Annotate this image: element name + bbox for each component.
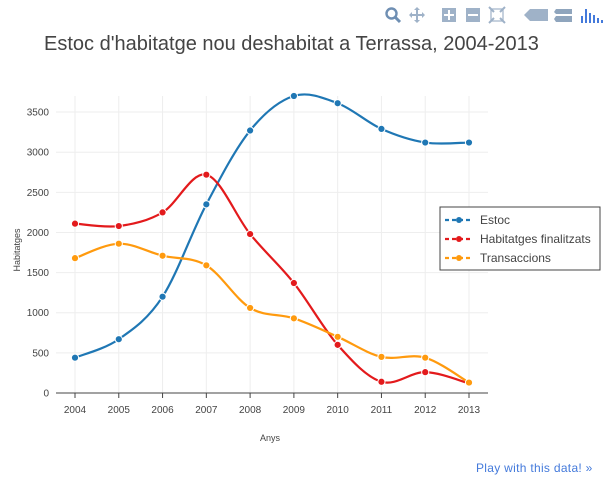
legend-marker xyxy=(456,217,462,223)
data-point[interactable] xyxy=(202,170,211,179)
data-point[interactable] xyxy=(114,335,123,344)
play-with-data-link[interactable]: Play with this data! » xyxy=(476,461,593,475)
data-point[interactable] xyxy=(114,239,123,248)
data-point[interactable] xyxy=(333,340,342,349)
legend[interactable]: Estoc Habitatges finalitzats Transaccions xyxy=(439,206,601,271)
y-tick-label: 3500 xyxy=(27,108,50,119)
data-point[interactable] xyxy=(158,208,167,217)
x-tick-label: 2009 xyxy=(283,405,306,416)
data-point[interactable] xyxy=(464,378,474,387)
data-point[interactable] xyxy=(202,261,211,270)
axes: 0 500 1000 1500 2000 2500 3000 3500 2004 2005 2006… xyxy=(27,108,488,416)
hover-compare-icon[interactable] xyxy=(552,6,574,24)
zoom-icon[interactable] xyxy=(384,6,402,24)
y-tick-label: 1500 xyxy=(27,268,50,279)
data-point[interactable] xyxy=(377,124,386,134)
data-point[interactable] xyxy=(70,254,80,263)
x-tick-label: 2006 xyxy=(151,405,174,416)
data-point[interactable] xyxy=(158,292,167,301)
data-point[interactable] xyxy=(377,352,386,361)
autoscale-icon[interactable] xyxy=(488,6,506,24)
y-tick-label: 0 xyxy=(43,389,49,400)
x-tick-label: 2007 xyxy=(195,405,218,416)
x-tick-label: 2005 xyxy=(108,405,131,416)
y-tick-label: 2500 xyxy=(27,188,50,199)
data-point[interactable] xyxy=(202,200,211,209)
series-transaccions xyxy=(70,239,474,387)
data-point[interactable] xyxy=(246,126,255,135)
x-tick-label: 2008 xyxy=(239,405,262,416)
series-line xyxy=(74,242,470,384)
legend-item[interactable]: Habitatges finalitzats xyxy=(445,232,591,246)
legend-marker xyxy=(456,255,462,261)
x-tick-label: 2010 xyxy=(327,405,350,416)
y-tick-label: 2000 xyxy=(27,228,50,239)
zoom-out-icon[interactable] xyxy=(464,6,482,24)
legend-label: Habitatges finalitzats xyxy=(480,232,591,246)
hover-closest-icon[interactable] xyxy=(522,6,550,24)
data-point[interactable] xyxy=(158,251,167,260)
series-line xyxy=(74,93,470,359)
pan-icon[interactable] xyxy=(408,6,426,24)
data-point[interactable] xyxy=(377,377,386,386)
legend-item[interactable]: Transaccions xyxy=(445,251,551,265)
data-point[interactable] xyxy=(464,138,474,147)
data-point[interactable] xyxy=(289,91,298,101)
data-point[interactable] xyxy=(421,368,430,377)
x-tick-label: 2011 xyxy=(371,405,393,416)
x-tick-label: 2013 xyxy=(458,405,481,416)
data-point[interactable] xyxy=(246,229,255,239)
legend-item[interactable]: Estoc xyxy=(445,213,510,227)
chart-title: Estoc d'habitatge nou deshabitat a Terra… xyxy=(44,33,539,55)
x-tick-label: 2004 xyxy=(64,405,87,416)
x-axis-title: Anys xyxy=(260,433,281,443)
data-point[interactable] xyxy=(421,353,430,362)
series xyxy=(70,91,474,388)
data-point[interactable] xyxy=(114,221,123,231)
data-point[interactable] xyxy=(246,303,255,313)
y-tick-label: 3000 xyxy=(27,148,50,159)
legend-label: Estoc xyxy=(480,213,510,227)
series-habitatges-finalitzats xyxy=(70,170,474,388)
zoom-in-icon[interactable] xyxy=(440,6,458,24)
data-point[interactable] xyxy=(333,332,342,341)
series-line xyxy=(74,173,470,385)
data-point[interactable] xyxy=(289,314,298,323)
legend-marker xyxy=(456,236,462,242)
y-tick-label: 1000 xyxy=(27,308,50,319)
data-point[interactable] xyxy=(70,219,80,228)
legend-label: Transaccions xyxy=(480,251,551,265)
y-axis-title: Habitatges xyxy=(12,228,22,272)
data-point[interactable] xyxy=(421,138,430,147)
data-point[interactable] xyxy=(333,99,342,108)
data-point[interactable] xyxy=(289,278,298,288)
y-tick-label: 500 xyxy=(32,348,49,359)
plotly-logo-icon[interactable] xyxy=(580,6,604,24)
x-tick-label: 2012 xyxy=(414,405,437,416)
series-estoc xyxy=(70,91,474,362)
data-point[interactable] xyxy=(70,353,80,362)
